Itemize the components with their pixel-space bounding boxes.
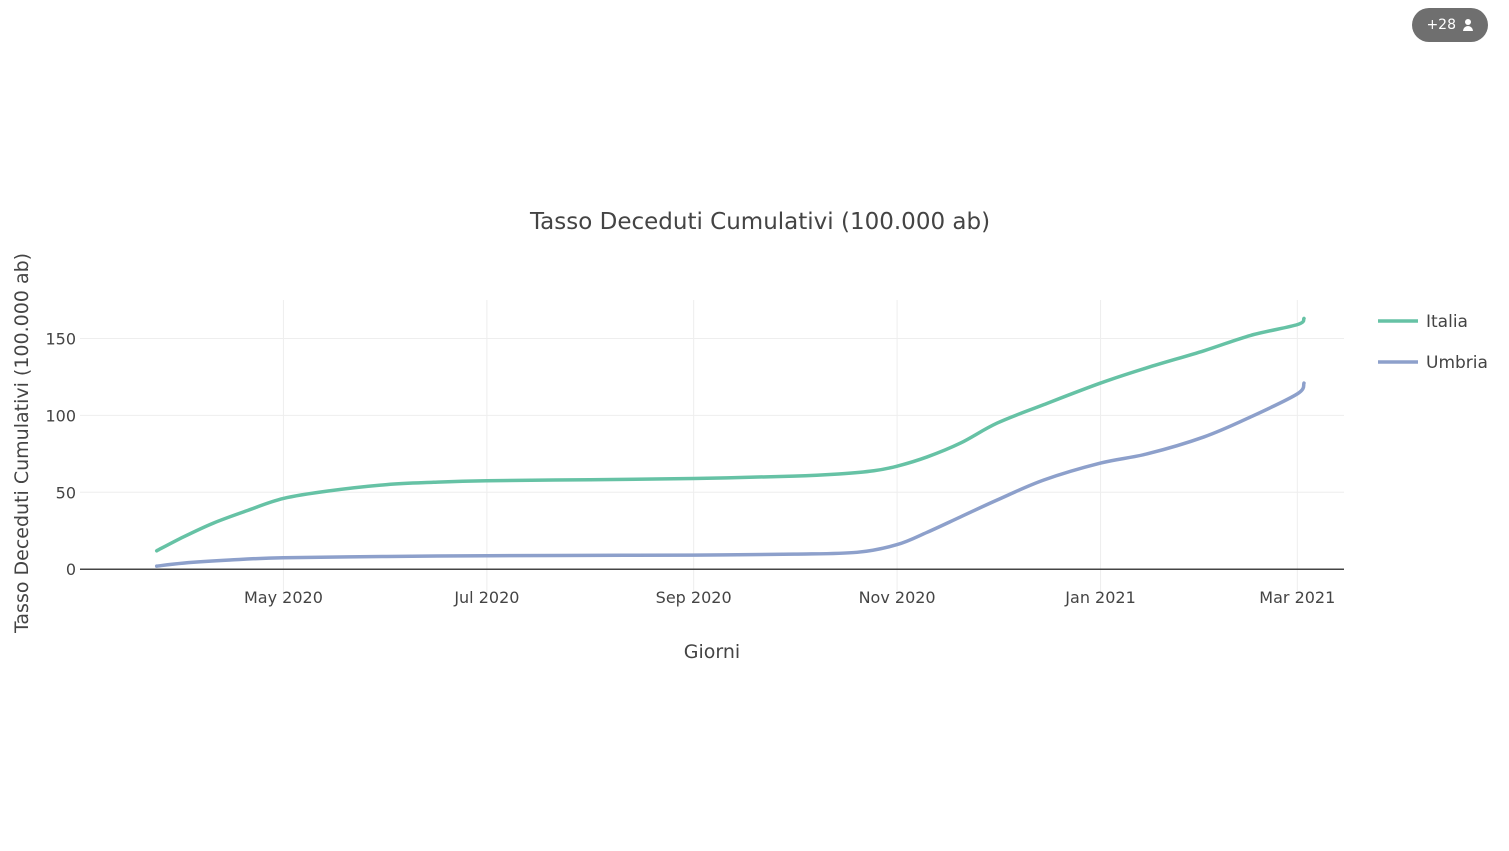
x-tick-label: Sep 2020 xyxy=(656,588,732,607)
y-tick-label: 100 xyxy=(45,406,76,425)
x-tick-label: Jan 2021 xyxy=(1064,588,1135,607)
person-icon xyxy=(1462,19,1474,31)
y-tick-labels: 0 50 100 150 xyxy=(45,329,76,579)
x-tick-label: Mar 2021 xyxy=(1259,588,1335,607)
y-tick-label: 0 xyxy=(66,560,76,579)
y-tick-label: 150 xyxy=(45,329,76,348)
series-line-italia xyxy=(154,316,1306,553)
x-tick-labels: May 2020 Jul 2020 Sep 2020 Nov 2020 Jan 2021… xyxy=(244,588,1335,607)
legend-item-italia[interactable]: Italia xyxy=(1378,312,1468,332)
legend-label: Umbria xyxy=(1426,353,1488,373)
chart-title: Tasso Deceduti Cumulativi (100.000 ab) xyxy=(529,209,990,235)
legend-label: Italia xyxy=(1426,312,1468,332)
series-layer xyxy=(154,316,1306,568)
legend: Italia Umbria xyxy=(1378,312,1488,373)
x-tick-label: Jul 2020 xyxy=(453,588,519,607)
grid-lines xyxy=(80,300,1344,600)
x-tick-label: May 2020 xyxy=(244,588,323,607)
viewer-count: +28 xyxy=(1426,17,1456,33)
y-axis-label: Tasso Deceduti Cumulativi (100.000 ab) xyxy=(11,253,33,634)
legend-item-umbria[interactable]: Umbria xyxy=(1378,353,1488,373)
viewer-count-badge[interactable]: +28 xyxy=(1412,8,1488,42)
series-line-umbria xyxy=(154,381,1306,568)
y-tick-label: 50 xyxy=(56,483,76,502)
x-tick-label: Nov 2020 xyxy=(859,588,936,607)
x-axis-label: Giorni xyxy=(684,641,740,663)
